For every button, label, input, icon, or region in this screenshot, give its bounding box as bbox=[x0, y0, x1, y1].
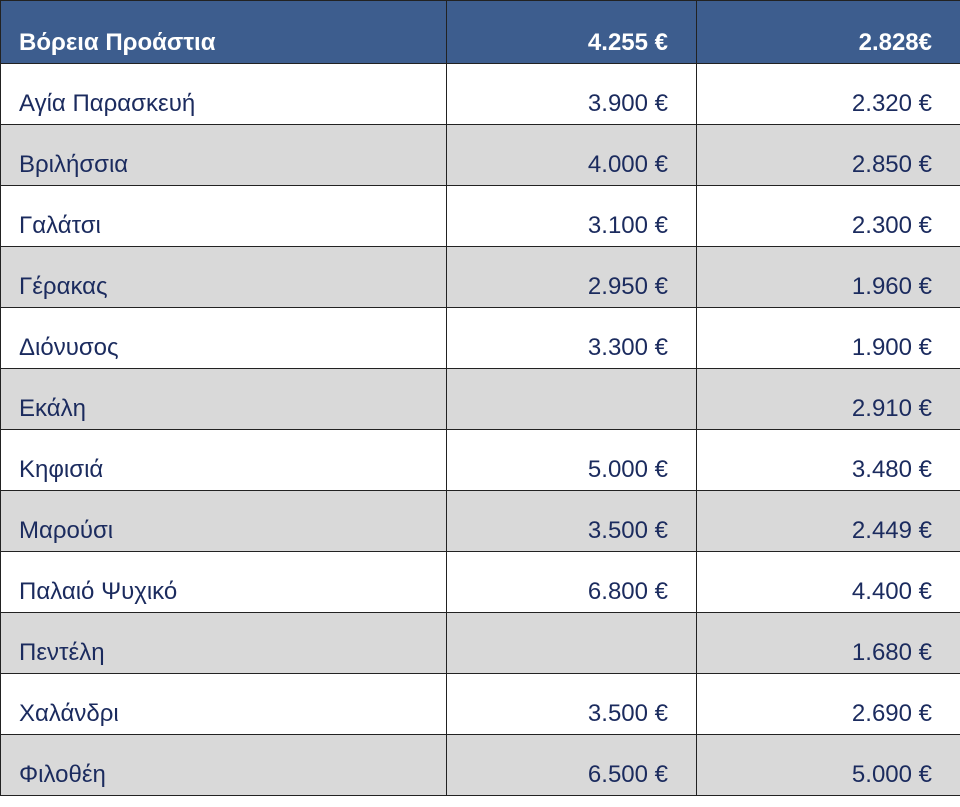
table-row: Παλαιό Ψυχικό 6.800 €4.400 € bbox=[0, 551, 960, 613]
price-cell: 2.850 € bbox=[696, 124, 960, 186]
area-cell: Παλαιό Ψυχικό bbox=[0, 551, 447, 613]
table-row: Μαρούσι 3.500 €2.449 € bbox=[0, 490, 960, 552]
price-cell: 2.950 € bbox=[446, 246, 697, 308]
area-cell: Βόρεια Προάστια bbox=[0, 0, 447, 64]
price-cell: 5.000 € bbox=[446, 429, 697, 491]
price-cell: 1.960 € bbox=[696, 246, 960, 308]
price-cell: 5.000 € bbox=[696, 734, 960, 796]
price-cell: 3.100 € bbox=[446, 185, 697, 247]
price-cell: 3.500 € bbox=[446, 490, 697, 552]
price-cell: 6.500 € bbox=[446, 734, 697, 796]
table-row: Πεντέλη 1.680 € bbox=[0, 612, 960, 674]
price-cell: 3.300 € bbox=[446, 307, 697, 369]
table-row: Αγία Παρασκευή 3.900 €2.320 € bbox=[0, 63, 960, 125]
price-cell: 3.480 € bbox=[696, 429, 960, 491]
price-cell bbox=[446, 368, 697, 430]
price-cell: 4.255 € bbox=[446, 0, 697, 64]
table-row: Κηφισιά 5.000 €3.480 € bbox=[0, 429, 960, 491]
table-row: Φιλοθέη 6.500 €5.000 € bbox=[0, 734, 960, 796]
price-cell: 1.900 € bbox=[696, 307, 960, 369]
area-cell: Πεντέλη bbox=[0, 612, 447, 674]
price-cell: 4.400 € bbox=[696, 551, 960, 613]
price-cell: 1.680 € bbox=[696, 612, 960, 674]
area-cell: Χαλάνδρι bbox=[0, 673, 447, 735]
table-row: Γαλάτσι 3.100 €2.300 € bbox=[0, 185, 960, 247]
table-row: Βριλήσσια 4.000 €2.850 € bbox=[0, 124, 960, 186]
price-cell: 2.300 € bbox=[696, 185, 960, 247]
table-row: Διόνυσος 3.300 €1.900 € bbox=[0, 307, 960, 369]
table-row: Χαλάνδρι 3.500 €2.690 € bbox=[0, 673, 960, 735]
area-cell: Εκάλη bbox=[0, 368, 447, 430]
price-cell: 2.690 € bbox=[696, 673, 960, 735]
table-row: Εκάλη 2.910 € bbox=[0, 368, 960, 430]
area-cell: Διόνυσος bbox=[0, 307, 447, 369]
price-cell: 6.800 € bbox=[446, 551, 697, 613]
area-cell: Φιλοθέη bbox=[0, 734, 447, 796]
area-cell: Κηφισιά bbox=[0, 429, 447, 491]
price-cell: 3.500 € bbox=[446, 673, 697, 735]
price-cell: 2.828€ bbox=[696, 0, 960, 64]
area-cell: Αγία Παρασκευή bbox=[0, 63, 447, 125]
price-cell: 3.900 € bbox=[446, 63, 697, 125]
table-row: Γέρακας 2.950 €1.960 € bbox=[0, 246, 960, 308]
price-cell bbox=[446, 612, 697, 674]
area-cell: Γαλάτσι bbox=[0, 185, 447, 247]
price-cell: 2.910 € bbox=[696, 368, 960, 430]
price-cell: 4.000 € bbox=[446, 124, 697, 186]
table-row: Βόρεια Προάστια 4.255 €2.828€ bbox=[0, 0, 960, 64]
price-cell: 2.449 € bbox=[696, 490, 960, 552]
area-cell: Γέρακας bbox=[0, 246, 447, 308]
area-cell: Βριλήσσια bbox=[0, 124, 447, 186]
area-cell: Μαρούσι bbox=[0, 490, 447, 552]
price-cell: 2.320 € bbox=[696, 63, 960, 125]
